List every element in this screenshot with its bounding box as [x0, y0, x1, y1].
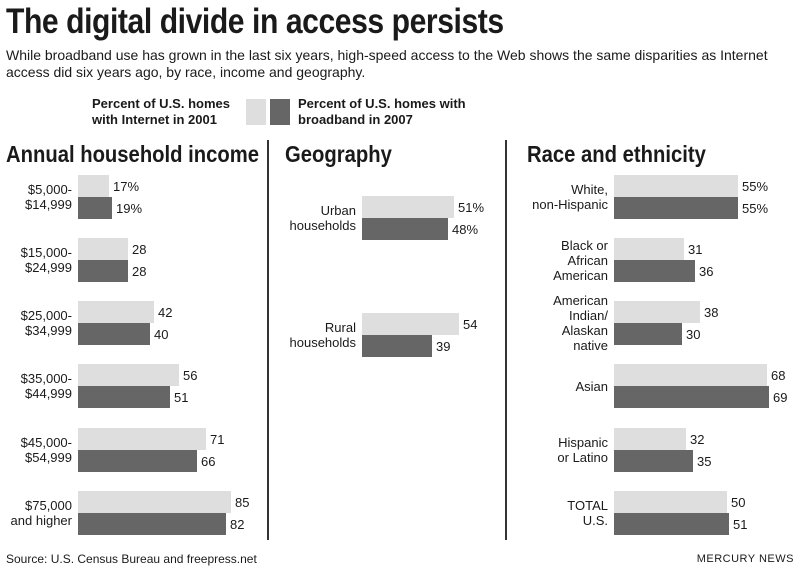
- bar-race-internet-2001-4: [614, 428, 686, 450]
- bar-race-broadband-2007-4: [614, 450, 693, 472]
- value-label-income-broadband-2007-3: 51: [174, 390, 189, 405]
- value-label-race-broadband-2007-2: 30: [686, 327, 701, 342]
- section-title-race: Race and ethnicity: [527, 141, 706, 167]
- category-label-income-0: $5,000- $14,999: [25, 182, 72, 212]
- value-label-race-internet-2001-4: 32: [690, 432, 705, 447]
- value-label-income-internet-2001-0: 17%: [113, 179, 140, 194]
- bar-geography-broadband-2007-1: [362, 335, 432, 357]
- value-label-race-broadband-2007-1: 36: [699, 264, 714, 279]
- value-label-geography-broadband-2007-0: 48%: [452, 222, 479, 237]
- bar-race-broadband-2007-1: [614, 260, 695, 282]
- bar-race-internet-2001-3: [614, 364, 767, 386]
- value-label-race-broadband-2007-4: 35: [697, 454, 712, 469]
- bar-race-internet-2001-0: [614, 175, 738, 197]
- category-label-income-1: $15,000- $24,999: [20, 245, 72, 275]
- chart-title: The digital divide in access persists: [6, 2, 504, 41]
- value-label-income-broadband-2007-4: 66: [201, 454, 216, 469]
- value-label-income-broadband-2007-0: 19%: [116, 201, 143, 216]
- category-label-income-4: $45,000- $54,999: [20, 435, 72, 465]
- value-label-race-internet-2001-3: 68: [771, 368, 786, 383]
- value-label-geography-internet-2001-1: 54: [463, 317, 478, 332]
- divider-right: [505, 140, 507, 540]
- bar-income-internet-2001-0: [78, 175, 109, 197]
- legend-label-internet-2001: Percent of U.S. homes with Internet in 2…: [92, 96, 230, 127]
- bar-income-broadband-2007-1: [78, 260, 128, 282]
- legend-swatch-internet-2001: [246, 99, 266, 125]
- category-label-race-1: Black or African American: [553, 237, 608, 283]
- value-label-income-internet-2001-4: 71: [210, 432, 225, 447]
- chart-subtitle: While broadband use has grown in the las…: [6, 47, 768, 80]
- bar-income-broadband-2007-3: [78, 386, 170, 408]
- section-title-geography: Geography: [285, 141, 392, 167]
- category-label-race-5: TOTAL U.S.: [567, 498, 608, 528]
- value-label-income-internet-2001-5: 85: [235, 495, 250, 510]
- value-label-income-broadband-2007-5: 82: [230, 517, 245, 532]
- bar-race-internet-2001-5: [614, 491, 727, 513]
- category-label-geography-0: Urban households: [289, 203, 357, 233]
- credit: MERCURY NEWS: [696, 553, 794, 565]
- bar-race-broadband-2007-2: [614, 323, 682, 345]
- bar-income-internet-2001-2: [78, 301, 154, 323]
- value-label-race-broadband-2007-0: 55%: [742, 201, 769, 216]
- value-label-race-internet-2001-1: 31: [688, 242, 703, 257]
- bar-race-internet-2001-1: [614, 238, 684, 260]
- value-label-geography-internet-2001-0: 51%: [458, 200, 485, 215]
- category-label-income-2: $25,000- $34,999: [20, 308, 72, 338]
- bar-income-broadband-2007-5: [78, 513, 226, 535]
- bar-income-broadband-2007-4: [78, 450, 197, 472]
- value-label-income-internet-2001-3: 56: [183, 368, 198, 383]
- bar-income-internet-2001-5: [78, 491, 231, 513]
- value-label-income-internet-2001-2: 42: [158, 305, 173, 320]
- bar-income-internet-2001-4: [78, 428, 206, 450]
- category-label-geography-1: Rural households: [289, 320, 357, 350]
- divider-left: [267, 140, 269, 540]
- bar-geography-internet-2001-1: [362, 313, 459, 335]
- value-label-income-broadband-2007-2: 40: [154, 327, 169, 342]
- value-label-race-internet-2001-5: 50: [731, 495, 746, 510]
- category-label-race-0: White, non-Hispanic: [532, 182, 608, 212]
- bar-race-broadband-2007-5: [614, 513, 729, 535]
- bar-income-internet-2001-1: [78, 238, 128, 260]
- value-label-geography-broadband-2007-1: 39: [436, 339, 451, 354]
- category-label-race-3: Asian: [575, 378, 608, 394]
- bar-geography-internet-2001-0: [362, 196, 454, 218]
- legend-label-broadband-2007: Percent of U.S. homes with broadband in …: [298, 96, 466, 127]
- value-label-income-broadband-2007-1: 28: [132, 264, 147, 279]
- bar-income-internet-2001-3: [78, 364, 179, 386]
- category-label-race-4: Hispanic or Latino: [557, 435, 608, 465]
- bar-race-internet-2001-2: [614, 301, 700, 323]
- source-note: Source: U.S. Census Bureau and freepress…: [6, 552, 257, 566]
- category-label-income-3: $35,000- $44,999: [20, 371, 72, 401]
- legend-swatch-broadband-2007: [270, 99, 290, 125]
- bar-race-broadband-2007-3: [614, 386, 769, 408]
- value-label-race-internet-2001-0: 55%: [742, 179, 769, 194]
- bar-income-broadband-2007-2: [78, 323, 150, 345]
- value-label-race-broadband-2007-3: 69: [773, 390, 788, 405]
- category-label-income-5: $75,000 and higher: [10, 498, 72, 528]
- category-label-race-2: American Indian/ Alaskan native: [553, 293, 608, 353]
- bar-race-broadband-2007-0: [614, 197, 738, 219]
- bar-income-broadband-2007-0: [78, 197, 112, 219]
- value-label-income-internet-2001-1: 28: [132, 242, 147, 257]
- section-title-income: Annual household income: [6, 141, 260, 167]
- value-label-race-internet-2001-2: 38: [704, 305, 719, 320]
- bar-geography-broadband-2007-0: [362, 218, 448, 240]
- value-label-race-broadband-2007-5: 51: [733, 517, 748, 532]
